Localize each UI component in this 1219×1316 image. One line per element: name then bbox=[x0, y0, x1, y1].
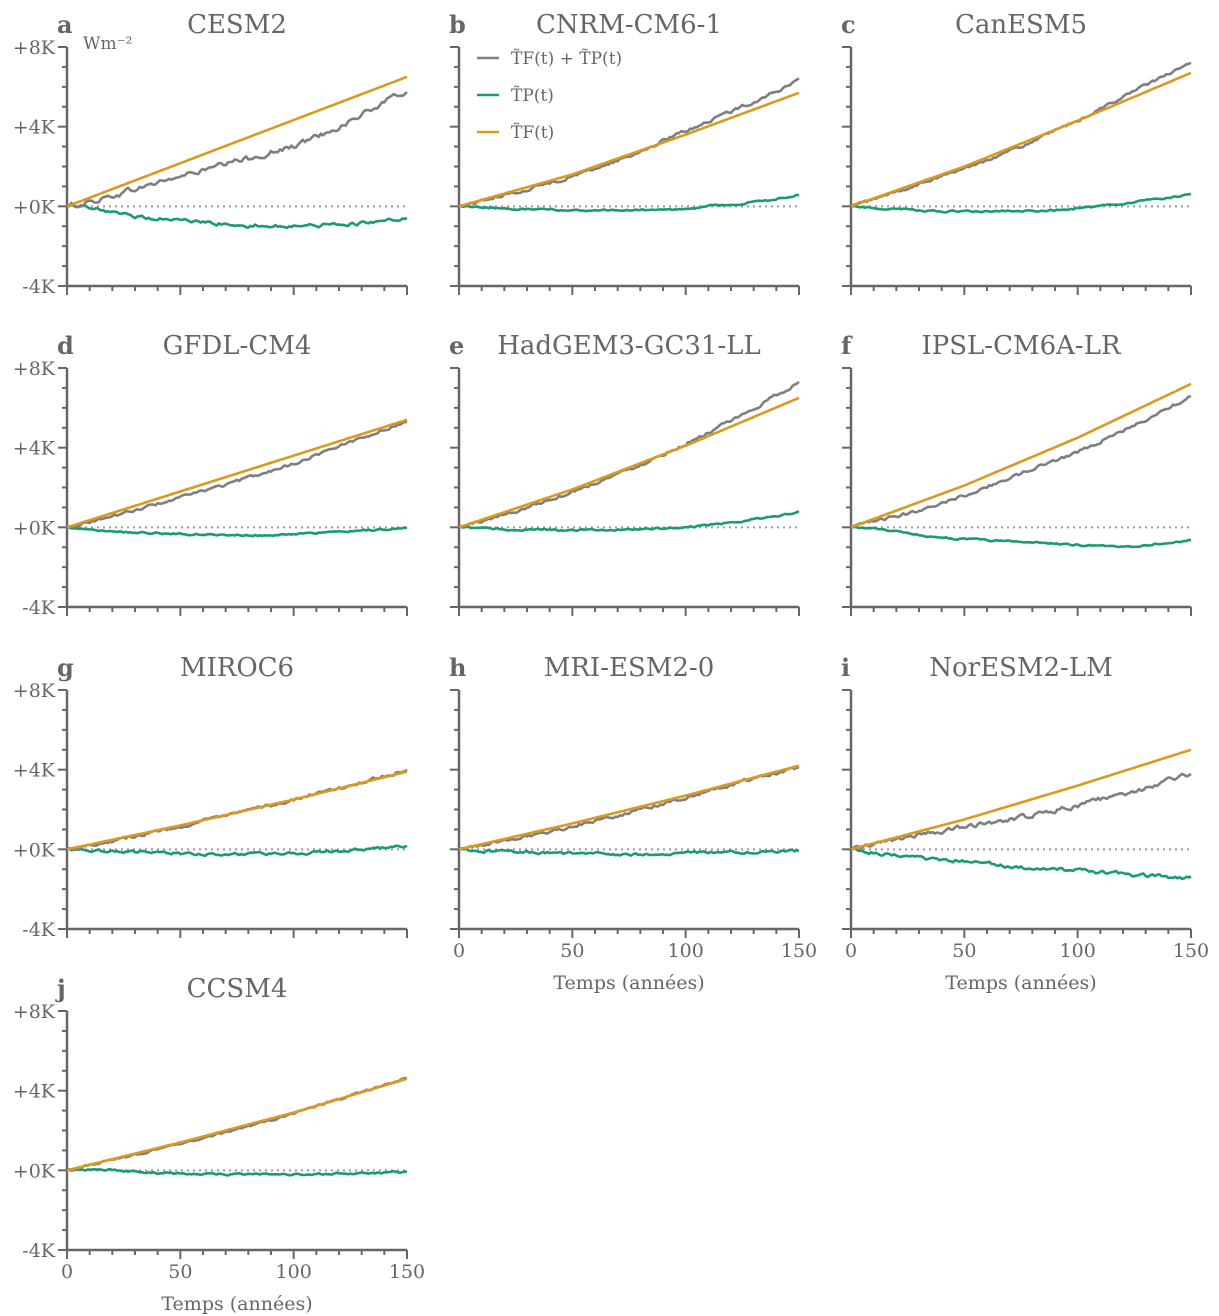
x-axis-label: Temps (années) bbox=[553, 972, 704, 994]
panel-title: CanESM5 bbox=[955, 10, 1087, 40]
series-line-forcing bbox=[850, 71, 1192, 208]
panel-letter: d bbox=[57, 331, 74, 360]
series-line-pattern bbox=[458, 847, 800, 857]
x-tick-label: 50 bbox=[168, 1261, 192, 1283]
series-line-pattern bbox=[458, 509, 800, 533]
panel-title: HadGEM3-GC31-LL bbox=[497, 331, 761, 361]
panel-letter: a bbox=[57, 10, 73, 39]
x-tick-label: 150 bbox=[1173, 940, 1209, 962]
series-line-pattern bbox=[458, 193, 800, 213]
panel-letter: g bbox=[57, 653, 74, 682]
y-tick-label: +0K bbox=[13, 517, 56, 539]
panel-title: GFDL-CM4 bbox=[163, 331, 312, 361]
y-tick-label: +4K bbox=[13, 760, 56, 782]
series-line-total bbox=[66, 91, 408, 209]
panel-title: MIROC6 bbox=[180, 653, 294, 683]
panel-d: d GFDL-CM4 -4K +0K +4K +8K bbox=[13, 331, 408, 619]
panel-a: a CESM2 -4K +0K +4K +8K Wm⁻² bbox=[13, 10, 408, 298]
series-line-forcing bbox=[458, 764, 800, 851]
y-tick-label: -4K bbox=[22, 1240, 56, 1262]
x-tick-label: 0 bbox=[453, 940, 465, 962]
panel-j: j CCSM4 -4K +0K +4K +8K 0 50 100 150 Temps (années… bbox=[13, 974, 425, 1315]
series-line-forcing bbox=[850, 382, 1192, 529]
series-line-forcing bbox=[66, 1077, 408, 1172]
x-tick-label: 50 bbox=[952, 940, 976, 962]
x-tick-label: 100 bbox=[276, 1261, 312, 1283]
y-tick-label: -4K bbox=[22, 276, 56, 298]
series-line-forcing bbox=[66, 75, 408, 208]
panel-letter: i bbox=[841, 653, 850, 682]
series-line-pattern bbox=[850, 525, 1192, 549]
x-tick-label: 150 bbox=[389, 1261, 425, 1283]
series-line-pattern bbox=[850, 192, 1192, 214]
series-line-forcing bbox=[66, 770, 408, 851]
panel-title: CNRM-CM6-1 bbox=[536, 10, 722, 40]
panel-letter: b bbox=[449, 10, 466, 39]
legend-label-pattern: T̃P(t) bbox=[511, 86, 554, 106]
x-tick-label: 100 bbox=[668, 940, 704, 962]
panel-letter: h bbox=[449, 653, 466, 682]
panel-letter: f bbox=[841, 331, 853, 360]
series-line-forcing bbox=[458, 396, 800, 529]
series-line-total bbox=[850, 61, 1192, 208]
panel-c: c CanESM5 bbox=[841, 10, 1192, 295]
series-line-pattern bbox=[66, 844, 408, 858]
series-line-total bbox=[458, 77, 800, 208]
panel-title: NorESM2-LM bbox=[929, 653, 1112, 683]
legend-label-forcing: T̃F(t) bbox=[511, 123, 554, 143]
legend-label-total: T̃F(t) + T̃P(t) bbox=[511, 49, 622, 69]
series-line-forcing bbox=[66, 418, 408, 529]
y-tick-label: +8K bbox=[13, 680, 56, 702]
series-line-pattern bbox=[66, 203, 408, 230]
series-line-total bbox=[850, 772, 1192, 851]
panel-g: g MIROC6 -4K +0K +4K +8K bbox=[13, 653, 408, 941]
legend: T̃F(t) + T̃P(t) T̃P(t) T̃F(t) bbox=[477, 49, 622, 143]
panel-title: IPSL-CM6A-LR bbox=[921, 331, 1122, 361]
y-tick-label: -4K bbox=[22, 597, 56, 619]
y-tick-label: -4K bbox=[22, 919, 56, 941]
panel-title: CCSM4 bbox=[187, 974, 288, 1004]
panel-b: b CNRM-CM6-1 T̃F(t) + T̃P(t) T̃P(t) T̃F(t) bbox=[449, 10, 800, 295]
series-line-forcing bbox=[458, 91, 800, 208]
panel-letter: c bbox=[841, 10, 856, 39]
x-axis-label: Temps (années) bbox=[161, 1293, 312, 1315]
panel-letter: e bbox=[449, 331, 464, 360]
y-tick-label: +4K bbox=[13, 117, 56, 139]
y-tick-label: +4K bbox=[13, 1081, 56, 1103]
series-line-pattern bbox=[66, 526, 408, 538]
x-tick-label: 150 bbox=[781, 940, 817, 962]
series-line-total bbox=[850, 395, 1192, 529]
y-tick-label: +8K bbox=[13, 358, 56, 380]
y-tick-label: +0K bbox=[13, 196, 56, 218]
series-line-total bbox=[66, 420, 408, 529]
y-tick-label: +8K bbox=[13, 37, 56, 59]
y-tick-label: +8K bbox=[13, 1001, 56, 1023]
series-line-pattern bbox=[850, 847, 1192, 881]
panel-title: MRI-ESM2-0 bbox=[544, 653, 715, 683]
y-tick-label: +4K bbox=[13, 438, 56, 460]
panel-title: CESM2 bbox=[187, 10, 287, 40]
x-tick-label: 100 bbox=[1060, 940, 1096, 962]
panel-letter: j bbox=[55, 974, 66, 1003]
panel-e: e HadGEM3-GC31-LL bbox=[449, 331, 800, 616]
unit-label: Wm⁻² bbox=[83, 34, 132, 54]
x-tick-label: 50 bbox=[560, 940, 584, 962]
series-line-pattern bbox=[66, 1167, 408, 1177]
x-axis-label: Temps (années) bbox=[945, 972, 1096, 994]
y-tick-label: +0K bbox=[13, 1160, 56, 1182]
x-tick-label: 0 bbox=[61, 1261, 73, 1283]
y-tick-label: +0K bbox=[13, 839, 56, 861]
series-line-total bbox=[458, 380, 800, 529]
series-line-forcing bbox=[850, 748, 1192, 851]
panel-i: i NorESM2-LM 0 50 100 150 Temps (années) bbox=[841, 653, 1209, 994]
panel-f: f IPSL-CM6A-LR bbox=[841, 331, 1192, 616]
panel-h: h MRI-ESM2-0 0 50 100 150 Temps (années) bbox=[449, 653, 817, 994]
x-tick-label: 0 bbox=[845, 940, 857, 962]
